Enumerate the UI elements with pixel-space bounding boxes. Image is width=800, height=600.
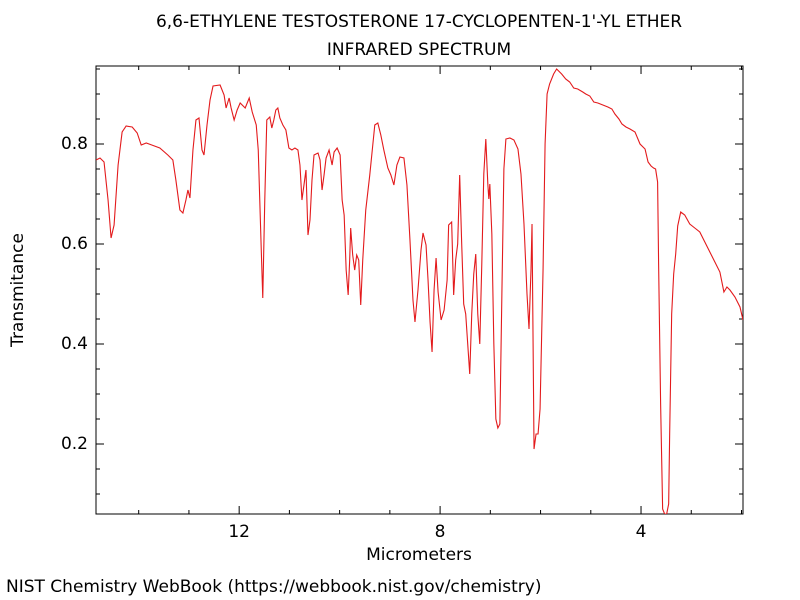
spectrum-line	[96, 68, 743, 514]
chart-subtitle: INFRARED SPECTRUM	[327, 40, 511, 60]
source-note: NIST Chemistry WebBook (https://webbook.…	[6, 577, 541, 597]
y-tick-label: 0.8	[61, 134, 88, 154]
y-axis-label: Transmitance	[8, 233, 28, 348]
x-axis-label: Micrometers	[366, 545, 472, 565]
y-tick-label: 0.4	[61, 334, 88, 354]
y-tick-label: 0.2	[61, 434, 88, 454]
x-tick-label: 4	[636, 522, 647, 542]
y-tick-label: 0.6	[61, 234, 88, 254]
chart-title: 6,6-ETHYLENE TESTOSTERONE 17-CYCLOPENTEN…	[156, 12, 682, 32]
x-tick-label: 12	[228, 522, 250, 542]
plot-frame	[95, 65, 744, 515]
x-tick-label: 8	[435, 522, 446, 542]
